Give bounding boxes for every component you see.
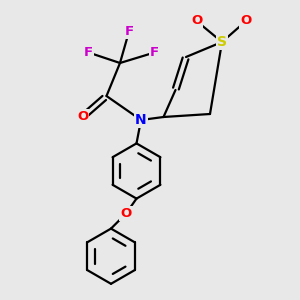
Text: O: O [120,207,132,220]
Text: O: O [77,110,88,124]
Text: F: F [150,46,159,59]
Text: S: S [217,35,227,49]
Text: F: F [84,46,93,59]
Text: N: N [135,113,147,127]
Text: O: O [240,14,252,28]
Text: F: F [124,25,134,38]
Text: O: O [191,14,202,28]
